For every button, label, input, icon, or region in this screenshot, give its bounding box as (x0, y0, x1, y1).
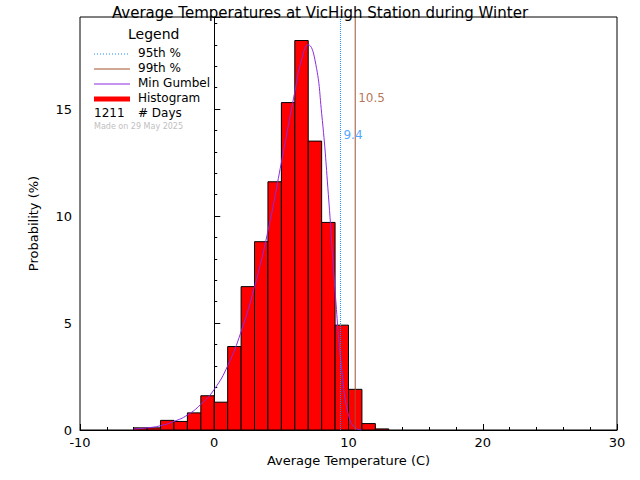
svg-text:-10: -10 (69, 435, 90, 450)
svg-text:0: 0 (210, 435, 218, 450)
svg-text:Min Gumbel: Min Gumbel (138, 76, 210, 90)
svg-text:95th %: 95th % (138, 46, 181, 60)
svg-text:10: 10 (55, 209, 72, 224)
svg-text:9.4: 9.4 (343, 128, 362, 142)
svg-text:Legend: Legend (128, 26, 179, 42)
svg-text:10: 10 (340, 435, 357, 450)
svg-text:20: 20 (474, 435, 491, 450)
svg-text:5: 5 (64, 316, 72, 331)
svg-text:10.5: 10.5 (358, 91, 385, 105)
svg-text:Histogram: Histogram (138, 91, 200, 105)
svg-text:Average Temperatures at VicHig: Average Temperatures at VicHigh Station … (112, 4, 529, 22)
svg-text:0: 0 (63, 422, 72, 438)
svg-text:30: 30 (609, 435, 626, 450)
svg-text:# Days: # Days (138, 106, 182, 120)
svg-text:Probability (%): Probability (%) (26, 176, 41, 271)
svg-text:99th %: 99th % (138, 61, 181, 75)
svg-text:15: 15 (55, 102, 72, 117)
svg-text:Made on 29 May 2025: Made on 29 May 2025 (94, 122, 183, 131)
svg-text:Average Temperature (C): Average Temperature (C) (267, 453, 430, 468)
svg-text:1211: 1211 (94, 106, 125, 120)
